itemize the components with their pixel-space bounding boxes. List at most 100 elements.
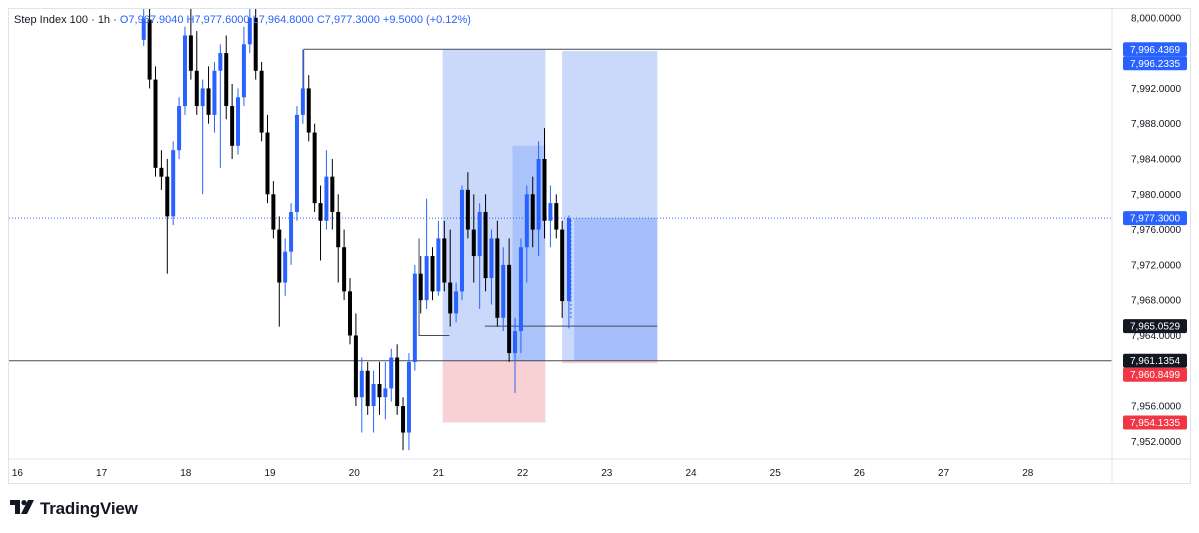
price-tag-label: 7,977.3000 — [1130, 214, 1180, 225]
candle-57 — [477, 203, 482, 309]
candle-48 — [424, 198, 429, 309]
candle-body — [424, 256, 429, 301]
symbol-legend: Step Index 100 · 1h · O7,967.9040 H7,977… — [14, 14, 471, 26]
candle-body — [289, 211, 294, 252]
candle-body — [530, 194, 535, 230]
candle-63 — [513, 317, 518, 393]
candle-25 — [289, 203, 294, 265]
candle-body — [247, 17, 252, 45]
candle-23 — [277, 216, 282, 327]
candle-17 — [241, 26, 246, 107]
candle-21 — [265, 114, 270, 204]
candle-38 — [365, 361, 370, 415]
candle-3 — [159, 150, 164, 190]
candle-33 — [336, 194, 341, 283]
candle-39 — [371, 370, 376, 433]
y-tick-label: 7,992.0000 — [1131, 84, 1181, 95]
candle-18 — [247, 9, 252, 54]
y-tick-label: 7,972.0000 — [1131, 260, 1181, 271]
x-tick-label: 27 — [938, 468, 950, 479]
symbol-name[interactable]: Step Index 100 — [14, 14, 89, 26]
candle-body — [348, 291, 353, 336]
candle-1 — [147, 9, 152, 89]
x-tick-label: 23 — [601, 468, 613, 479]
candle-41 — [383, 361, 388, 420]
interval-label[interactable]: 1h — [97, 14, 111, 26]
candle-body — [336, 211, 341, 248]
candle-body — [566, 218, 571, 302]
candle-body — [277, 229, 282, 283]
price-tag-4: 7,961.1354 — [1123, 353, 1187, 368]
tradingview-logo-icon — [10, 499, 34, 519]
candle-body — [501, 264, 506, 318]
candle-body — [489, 238, 494, 279]
candle-68 — [542, 128, 547, 239]
low-value: L7,964.8000 — [252, 14, 314, 26]
candle-body — [241, 44, 246, 98]
candle-body — [147, 19, 152, 80]
candle-60 — [495, 220, 500, 327]
tradingview-brand[interactable]: TradingView — [10, 498, 138, 520]
y-tick-label: 7,984.0000 — [1131, 155, 1181, 166]
candle-69 — [548, 185, 553, 248]
price-tag-0: 7,996.4369 — [1123, 42, 1187, 57]
candle-body — [141, 19, 146, 40]
price-tag-bg — [1123, 367, 1187, 382]
candle-body — [477, 211, 482, 257]
candle-body — [495, 238, 500, 318]
candle-53 — [454, 282, 459, 323]
candle-body — [236, 97, 241, 146]
x-tick-label: 28 — [1022, 468, 1034, 479]
brand-name: TradingView — [40, 499, 138, 518]
price-tag-label: 7,965.0529 — [1130, 322, 1180, 333]
candle-body — [230, 106, 235, 146]
candle-body — [371, 384, 376, 407]
candle-body — [459, 189, 464, 292]
candle-9 — [194, 31, 199, 115]
candle-body — [365, 370, 370, 407]
candle-27 — [300, 49, 305, 124]
candle-body — [507, 264, 512, 354]
candle-70 — [554, 194, 559, 239]
candle-body — [430, 256, 435, 292]
candle-body — [560, 229, 565, 302]
candle-10 — [200, 79, 205, 195]
candle-body — [218, 53, 223, 71]
candle-45 — [406, 353, 411, 451]
candle-35 — [348, 278, 353, 345]
price-tag-5: 7,960.8499 — [1123, 367, 1187, 382]
candle-34 — [342, 229, 347, 301]
candle-54 — [459, 185, 464, 301]
candle-body — [259, 70, 264, 133]
candle-52 — [448, 229, 453, 327]
candle-body — [448, 282, 453, 314]
candle-body — [159, 167, 164, 177]
y-tick-label: 7,964.0000 — [1131, 331, 1181, 342]
plot-area — [9, 9, 1112, 451]
candle-46 — [412, 264, 417, 371]
candle-66 — [530, 176, 535, 248]
candle-37 — [359, 357, 364, 433]
candle-28 — [306, 75, 311, 142]
price-tag-bg — [1123, 42, 1187, 57]
close-value: C7,977.3000 — [316, 14, 380, 26]
candle-49 — [430, 247, 435, 301]
candle-59 — [489, 229, 494, 305]
candle-64 — [518, 238, 523, 354]
candle-body — [401, 406, 406, 433]
candle-15 — [230, 84, 235, 159]
x-tick-label: 19 — [264, 468, 276, 479]
y-tick-label: 7,956.0000 — [1131, 402, 1181, 413]
candle-body — [224, 53, 229, 107]
candle-body — [518, 247, 523, 332]
y-tick-label: 7,988.0000 — [1131, 119, 1181, 130]
candle-body — [188, 35, 193, 71]
candle-body — [206, 88, 211, 115]
price-tag-bg — [1123, 319, 1187, 334]
open-value: O7,967.9040 — [119, 14, 184, 26]
candle-61 — [501, 247, 506, 332]
candle-0 — [141, 9, 146, 47]
x-tick-label: 22 — [517, 468, 529, 479]
price-tag-bg — [1123, 415, 1187, 430]
